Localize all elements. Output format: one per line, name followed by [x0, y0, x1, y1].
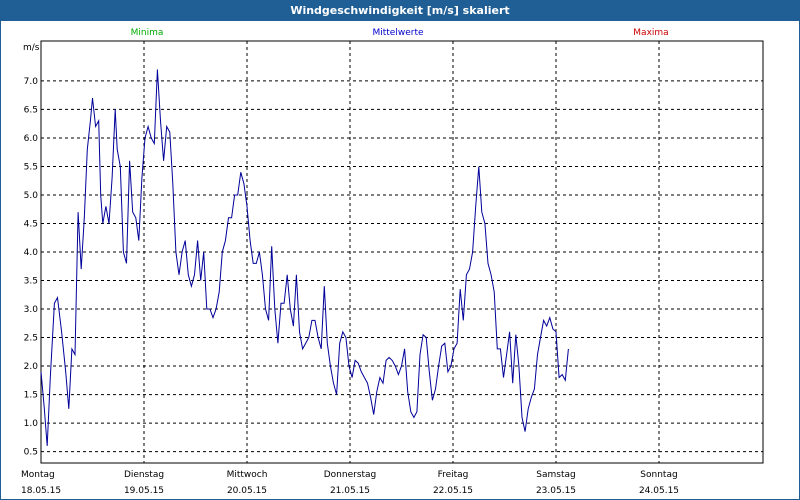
series-line-mittelwerte [40, 69, 569, 446]
x-tick-date: 23.05.15 [536, 486, 576, 496]
x-tick-day: Freitag [438, 470, 469, 480]
x-tick-date: 18.05.15 [21, 486, 61, 496]
x-tick-date: 21.05.15 [330, 486, 370, 496]
y-tick-label: 4.0 [24, 248, 39, 258]
wind-speed-chart: Minima Mittelwerte Maxima m/s 0.5 1.0 1.5 2… [1, 21, 799, 499]
y-tick-label: 2.0 [24, 362, 39, 372]
y-tick-label: 5.5 [24, 162, 38, 172]
x-tick-day: Montag [21, 470, 55, 480]
plot-frame [40, 40, 764, 464]
y-tick-label: 3.0 [24, 305, 39, 315]
y-axis-ticks: 0.5 1.0 1.5 2.0 2.5 3.0 3.5 4.0 4.5 5.0 5.5 6.0 6.5 7… [24, 77, 39, 458]
x-tick-day: Dienstag [124, 470, 164, 480]
y-tick-label: 0.5 [24, 448, 38, 458]
y-tick-label: 3.5 [24, 277, 38, 287]
chart-background [1, 21, 799, 499]
y-axis-label: m/s [23, 43, 40, 53]
x-tick-day: Samstag [536, 470, 575, 480]
y-tick-label: 5.0 [24, 191, 39, 201]
y-tick-label: 1.0 [24, 419, 39, 429]
x-tick-date: 19.05.15 [124, 486, 164, 496]
x-tick-day: Sonntag [640, 470, 677, 480]
y-tick-label: 6.5 [24, 105, 38, 115]
y-tick-label: 1.5 [24, 391, 38, 401]
y-tick-label: 2.5 [24, 334, 38, 344]
x-tick-date: 22.05.15 [433, 486, 473, 496]
y-tick-label: 7.0 [24, 77, 39, 87]
legend-mittelwerte: Mittelwerte [372, 28, 423, 38]
x-tick-day: Donnerstag [324, 470, 377, 480]
x-tick-day: Mittwoch [227, 470, 268, 480]
legend-minima: Minima [131, 28, 164, 38]
y-tick-label: 6.0 [24, 134, 39, 144]
x-tick-date: 24.05.15 [639, 486, 679, 496]
legend-maxima: Maxima [633, 28, 668, 38]
x-axis-ticks: Montag 18.05.15 Dienstag 19.05.15 Mittwoch 20… [21, 470, 679, 496]
x-tick-date: 20.05.15 [227, 486, 267, 496]
y-tick-label: 4.5 [24, 219, 38, 229]
chart-title: Windgeschwindigkeit [m/s] skaliert [1, 1, 799, 21]
